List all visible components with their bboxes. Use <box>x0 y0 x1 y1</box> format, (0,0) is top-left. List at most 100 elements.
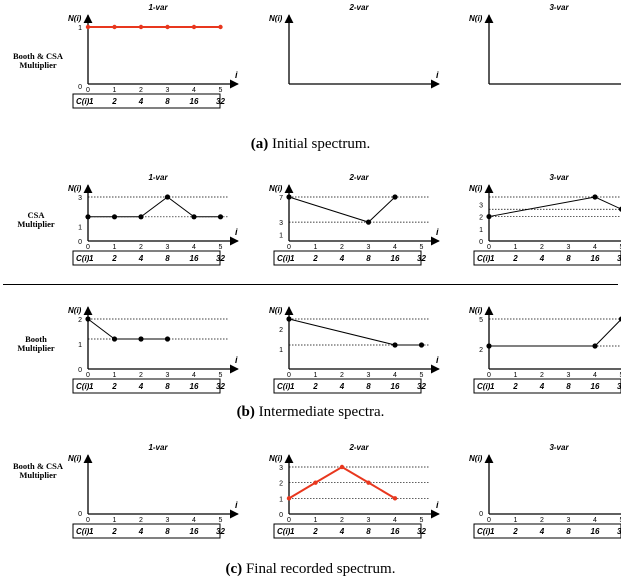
panel-title: 1-var <box>148 3 168 12</box>
data-point <box>85 316 91 322</box>
y-tick-label: 3 <box>78 195 82 202</box>
ci-value: 1 <box>490 382 495 391</box>
x-tick-label: 4 <box>593 372 597 379</box>
caption-a-text: Initial spectrum. <box>271 136 371 152</box>
data-point <box>486 343 492 349</box>
x-axis-label: i <box>235 70 238 80</box>
data-point <box>111 336 118 342</box>
y-tick-label: 1 <box>279 233 283 240</box>
ci-value: 1 <box>89 382 94 391</box>
data-point <box>191 24 197 30</box>
x-tick-label: 3 <box>166 372 170 379</box>
y-tick-label: 7 <box>279 195 283 202</box>
y-axis-label: N(i) <box>68 454 82 463</box>
ci-value: 2 <box>111 382 117 391</box>
x-axis-label: i <box>436 500 439 510</box>
y-tick-label: 0 <box>279 512 283 519</box>
ci-value: 32 <box>417 254 426 263</box>
y-tick-label: 0 <box>479 239 483 246</box>
panel-a2: 2-var N(i) i <box>269 3 440 89</box>
ci-value: 8 <box>366 382 371 391</box>
data-point <box>85 214 91 220</box>
y-tick-label: 0 <box>479 511 483 518</box>
ci-value: 32 <box>216 254 225 263</box>
x-tick-label: 3 <box>367 517 371 524</box>
panel-title: 2-var <box>348 173 369 182</box>
x-tick-label: 2 <box>540 244 544 251</box>
data-point <box>392 496 398 501</box>
ci-box <box>72 378 221 394</box>
x-tick-label: 0 <box>86 372 90 379</box>
y-tick-label: 2 <box>279 481 283 488</box>
x-tick-label: 5 <box>420 372 424 379</box>
x-axis-label: i <box>436 227 439 237</box>
x-axis-label: i <box>235 355 238 365</box>
x-tick-label: 0 <box>86 87 90 94</box>
ci-box <box>273 378 422 394</box>
ci-value: 8 <box>566 382 571 391</box>
x-axis-label: i <box>436 70 439 80</box>
ci-value: 8 <box>566 527 571 536</box>
ci-label: C(i) <box>277 527 291 536</box>
x-tick-label: 4 <box>192 244 196 251</box>
x-tick-label: 4 <box>593 244 597 251</box>
x-tick-label: 2 <box>139 87 143 94</box>
data-point <box>365 219 372 225</box>
x-tick-label: 3 <box>166 87 170 94</box>
ci-value: 2 <box>312 254 318 263</box>
data-point <box>112 24 117 30</box>
data-point <box>191 214 197 220</box>
x-tick-label: 2 <box>540 372 544 379</box>
y-axis-label: N(i) <box>68 14 82 23</box>
data-point <box>418 342 425 348</box>
data-point <box>218 24 223 30</box>
x-tick-label: 5 <box>219 517 223 524</box>
ci-value: 16 <box>190 254 199 263</box>
data-point <box>392 342 398 348</box>
x-tick-label: 4 <box>393 244 397 251</box>
caption-b: (b) Intermediate spectra. <box>0 404 621 421</box>
x-tick-label: 0 <box>487 517 491 524</box>
x-tick-label: 2 <box>340 244 344 251</box>
x-tick-label: 5 <box>620 244 621 251</box>
panel-title: 1-var <box>148 173 168 182</box>
ci-value: 2 <box>512 382 518 391</box>
caption-c: (c) Final recorded spectrum. <box>0 561 621 578</box>
x-tick-label: 4 <box>192 372 196 379</box>
y-tick-label: 2 <box>479 215 483 222</box>
x-tick-label: 4 <box>393 517 397 524</box>
ci-value: 4 <box>138 97 144 106</box>
panel-title: 3-var <box>549 3 569 12</box>
ci-label: C(i) <box>277 382 291 391</box>
ci-value: 32 <box>617 527 621 536</box>
section-divider <box>3 284 618 285</box>
x-tick-label: 4 <box>192 517 196 524</box>
data-point <box>339 464 345 470</box>
data-point <box>217 214 224 220</box>
row-label-b-booth: Booth Multiplier <box>17 334 55 353</box>
ci-value: 16 <box>391 382 400 391</box>
ci-value: 8 <box>366 527 371 536</box>
ci-value: 16 <box>190 527 199 536</box>
ci-value: 4 <box>539 382 545 391</box>
x-tick-label: 5 <box>219 87 223 94</box>
y-tick-label: 1 <box>78 342 82 349</box>
x-tick-label: 4 <box>192 87 196 94</box>
y-axis-label: N(i) <box>269 306 283 315</box>
y-tick-label: 5 <box>479 317 483 324</box>
y-tick-label: 2 <box>279 327 283 334</box>
x-tick-label: 3 <box>567 517 571 524</box>
y-tick-label: 3 <box>279 465 283 472</box>
caption-a: (a) Initial spectrum. <box>0 136 621 153</box>
x-tick-label: 2 <box>340 372 344 379</box>
y-tick-label: 1 <box>279 347 283 354</box>
x-tick-label: 1 <box>113 87 117 94</box>
panel-title: 2-var <box>348 3 369 12</box>
series-line <box>87 318 168 340</box>
data-point <box>138 214 144 220</box>
caption-c-text: Final recorded spectrum. <box>245 561 396 577</box>
ci-value: 2 <box>111 97 117 106</box>
